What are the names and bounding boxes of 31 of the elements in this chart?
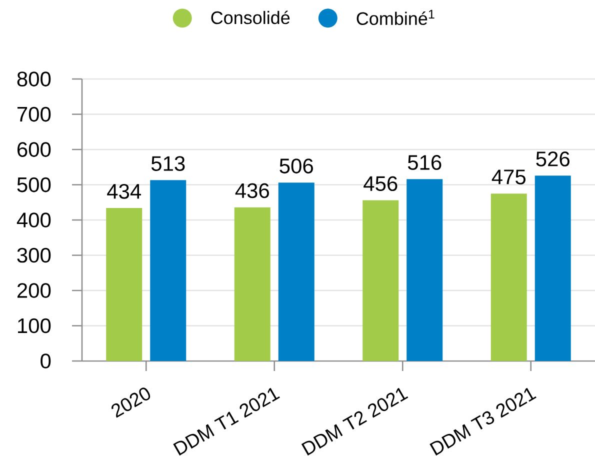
x-tick-label: DDM T2 2021 <box>301 388 408 456</box>
data-label: 526 <box>536 152 570 166</box>
bar <box>362 200 399 361</box>
bar <box>234 207 270 361</box>
legend-label: Combiné$^{1}$ <box>356 10 434 25</box>
y-tick-label: 500 <box>17 177 51 192</box>
y-tick-label: 200 <box>17 283 51 298</box>
data-label: 456 <box>364 176 398 192</box>
y-tick-label: 0 <box>40 354 51 368</box>
x-tick-label: DDM T1 2021 <box>173 388 280 456</box>
data-label: 475 <box>492 170 526 184</box>
data-label: 434 <box>107 184 142 199</box>
y-tick-label: 400 <box>16 212 51 228</box>
y-tick-label: 300 <box>17 248 51 263</box>
bar <box>106 208 142 361</box>
x-tick-label: DDM T3 2021 <box>430 388 536 456</box>
data-label: 516 <box>408 155 442 170</box>
y-tick-label: 700 <box>18 106 51 122</box>
y-tick-label: 600 <box>17 142 51 157</box>
bar <box>406 179 443 361</box>
x-tick-label: 2020 <box>112 388 150 418</box>
legend-label: Consolidé <box>211 10 290 24</box>
bar <box>490 194 527 361</box>
bar <box>534 176 571 361</box>
data-label: 506 <box>280 158 313 174</box>
data-label: 513 <box>151 156 185 171</box>
y-tick-label: 800 <box>17 72 51 86</box>
data-label: 436 <box>235 183 269 198</box>
bar <box>150 180 186 361</box>
bar <box>278 182 314 361</box>
y-tick-label: 100 <box>18 318 51 334</box>
